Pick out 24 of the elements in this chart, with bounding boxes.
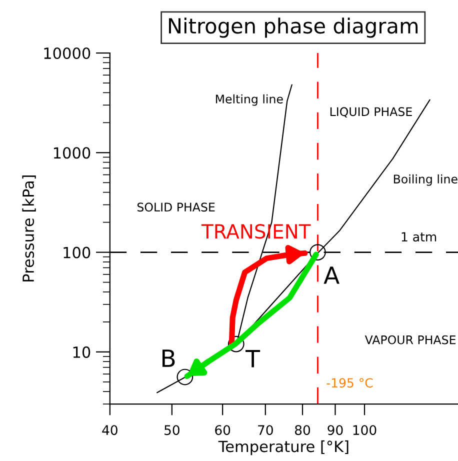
ref-line-label: -195 °C — [326, 378, 373, 388]
annotation: Boiling line — [394, 174, 458, 186]
annotation: T — [246, 350, 260, 368]
x-tick-label: 90 — [328, 425, 343, 436]
y-tick-label: 10000 — [44, 47, 90, 60]
y-tick-label: 100 — [64, 246, 90, 258]
chart-title: Nitrogen phase diagram — [168, 18, 418, 38]
y-axis-title: Pressure [kPa] — [22, 175, 36, 282]
annotation: SOLID PHASE — [137, 202, 215, 212]
y-tick-label: 1000 — [54, 147, 90, 159]
ref-line-label: 1 atm — [402, 232, 436, 242]
annotation: B — [162, 350, 175, 367]
x-tick-label: 60 — [215, 425, 230, 436]
x-tick-label: 70 — [258, 425, 273, 436]
x-tick-label: 100 — [353, 425, 376, 436]
annotation: LIQUID PHASE — [330, 107, 412, 118]
x-tick-label: 50 — [164, 425, 180, 436]
annotation: Melting line — [216, 94, 283, 106]
annotation: A — [324, 266, 340, 284]
x-tick-label: 40 — [102, 425, 118, 436]
annotation: VAPOUR PHASE — [364, 335, 456, 344]
y-tick-label: 10 — [73, 346, 90, 358]
x-tick-label: 80 — [295, 425, 310, 436]
x-axis-title: Temperature [°K] — [218, 440, 348, 456]
